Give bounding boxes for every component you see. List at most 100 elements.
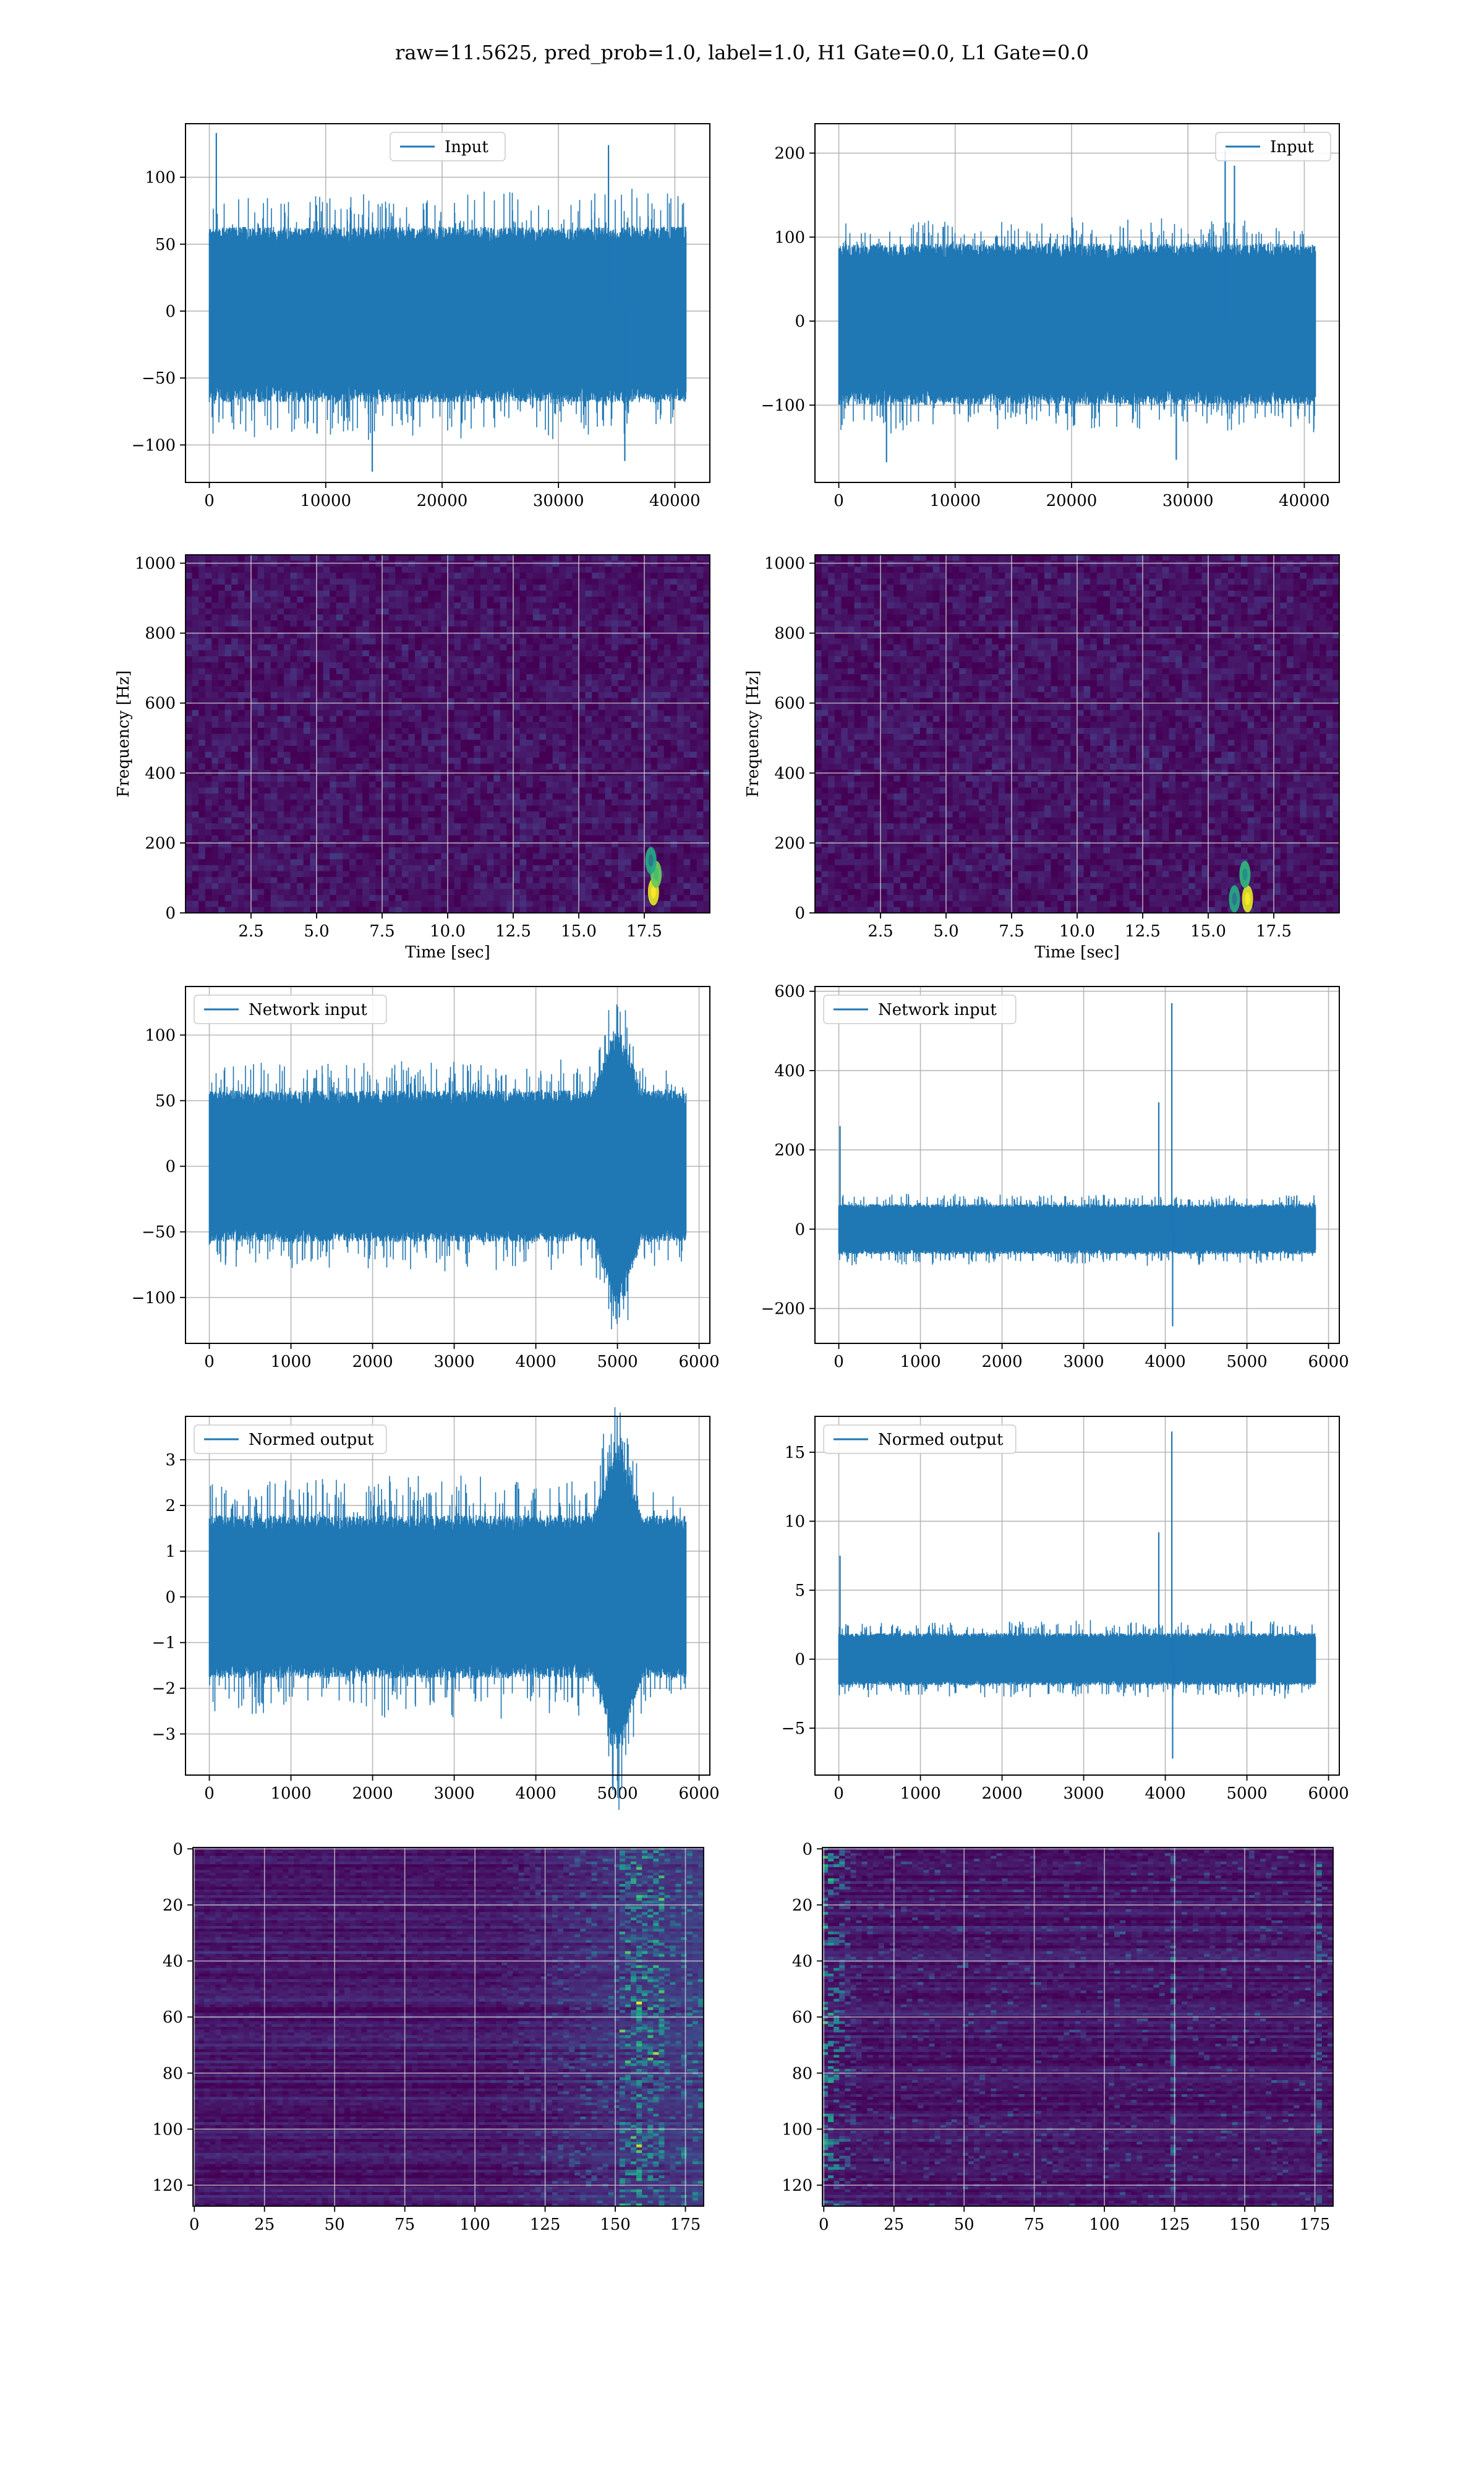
spectrogram-cell <box>513 620 521 627</box>
spectrogram-cell <box>349 567 357 573</box>
spectrogram-cell <box>526 680 534 687</box>
spectrogram-cell <box>421 805 429 812</box>
spectrogram-cell <box>356 853 363 860</box>
spectrogram-cell <box>559 865 566 872</box>
spectrogram-cell <box>467 841 474 848</box>
spectrogram-cell <box>375 871 383 878</box>
spectrogram-cell <box>441 805 448 812</box>
spectrogram-cell <box>670 776 678 782</box>
spectrogram-cell <box>638 805 645 812</box>
spectrogram-cell <box>382 794 390 800</box>
spectrogram-cell <box>448 727 455 735</box>
spectrogram-cell <box>343 823 350 830</box>
spectrogram-cell <box>513 734 521 740</box>
spectrogram-cell <box>277 686 284 693</box>
spectrogram-cell <box>205 680 212 687</box>
spectrogram-cell <box>408 776 416 782</box>
spectrogram-cell <box>579 656 586 663</box>
spectrogram-cell <box>218 853 226 860</box>
spectrogram-cell <box>579 817 586 824</box>
spectrogram-cell <box>644 734 652 740</box>
spectrogram-cell <box>401 722 409 729</box>
spectrogram-cell <box>192 805 199 812</box>
spectrogram-cell <box>539 877 547 884</box>
spectrogram-cell <box>480 817 488 824</box>
spectrogram-cell <box>696 614 704 621</box>
spectrogram-cell <box>186 698 193 704</box>
spectrogram-cell <box>552 895 560 902</box>
spectrogram-cell <box>625 907 632 914</box>
spectrogram-cell <box>657 638 665 645</box>
spectrogram-cell <box>474 799 481 806</box>
spectrogram-cell <box>434 847 441 854</box>
axes-frame-top <box>814 123 1340 483</box>
spectrogram-cell <box>218 602 226 609</box>
spectrogram-cell <box>382 608 390 615</box>
spectrogram-cell <box>532 662 540 669</box>
spectrogram-cell <box>270 709 278 717</box>
spectrogram-cell <box>631 763 638 770</box>
spectrogram-cell <box>284 745 291 753</box>
spectrogram-cell <box>670 740 678 747</box>
spectrogram-cell <box>519 847 527 854</box>
spectrogram-cell <box>546 668 553 675</box>
spectrogram-cell <box>330 823 337 830</box>
spectrogram-cell <box>205 614 212 621</box>
spectrogram-cell <box>631 638 638 645</box>
spectrogram-cell <box>670 614 678 621</box>
spectrogram-cell <box>474 638 481 645</box>
spectrogram-cell <box>244 805 252 812</box>
spectrogram-cell <box>362 740 370 747</box>
spectrogram-cell <box>461 555 468 562</box>
spectrogram-cell <box>559 704 566 711</box>
spectrogram-cell <box>277 620 284 627</box>
spectrogram-cell <box>362 787 370 794</box>
spectrogram-cell <box>211 859 219 866</box>
spectrogram-cell <box>382 709 390 717</box>
spectrogram-cell <box>264 889 271 896</box>
spectrogram-cell <box>428 799 435 806</box>
spectrogram-cell <box>572 805 579 812</box>
spectrogram-cell <box>644 716 652 722</box>
spectrogram-cell <box>251 847 258 854</box>
spectrogram-cell <box>454 662 461 669</box>
spectrogram-cell <box>539 578 547 585</box>
spectrogram-cell <box>310 584 317 591</box>
spectrogram-cell <box>663 817 671 824</box>
spectrogram-cell <box>513 745 521 753</box>
spectrogram-cell <box>224 638 232 645</box>
spectrogram-cell <box>526 716 534 722</box>
spectrogram-cell <box>461 763 468 770</box>
spectrogram-cell <box>585 776 592 782</box>
spectrogram-cell <box>559 811 566 818</box>
spectrogram-cell <box>362 709 370 717</box>
spectrogram-cell <box>592 758 599 764</box>
spectrogram-cell <box>441 781 448 788</box>
spectrogram-cell <box>572 578 579 585</box>
spectrogram-cell <box>690 686 697 693</box>
spectrogram-cell <box>605 823 612 830</box>
spectrogram-cell <box>598 704 605 711</box>
spectrogram-cell <box>349 817 357 824</box>
spectrogram-cell <box>559 656 566 663</box>
spectrogram-cell <box>618 781 625 788</box>
spectrogram-cell <box>330 871 337 878</box>
spectrogram-cell <box>198 751 206 758</box>
spectrogram-cell <box>264 698 271 704</box>
spectrogram-cell <box>277 907 284 914</box>
spectrogram-cell <box>251 632 258 639</box>
spectrogram-cell <box>270 889 278 896</box>
spectrogram-cell <box>480 787 488 794</box>
spectrogram-cell <box>244 859 252 866</box>
spectrogram-cell <box>428 674 435 681</box>
spectrogram-cell <box>519 722 527 729</box>
spectrogram-cell <box>415 596 422 603</box>
spectrogram-cell <box>297 644 304 651</box>
spectrogram-cell <box>461 662 468 669</box>
spectrogram-cell <box>284 567 291 573</box>
spectrogram-cell <box>323 686 330 693</box>
spectrogram-cell <box>297 895 304 902</box>
spectrogram-cell <box>506 829 514 836</box>
spectrogram-cell <box>467 596 474 603</box>
spectrogram-cell <box>382 596 390 603</box>
